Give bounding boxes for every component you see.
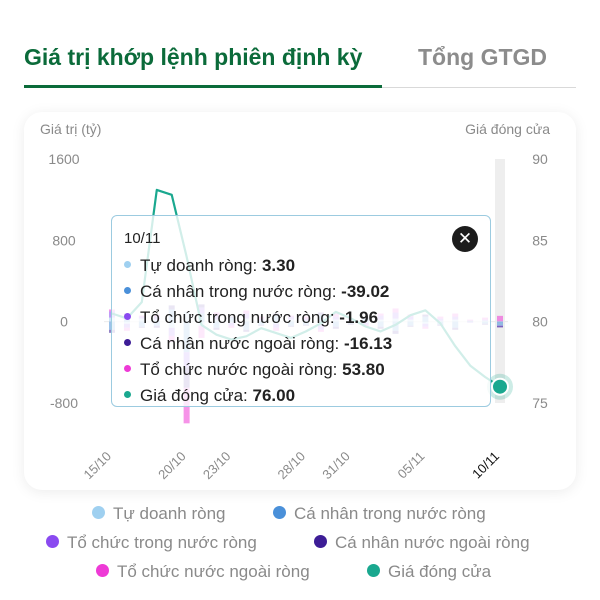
- tooltip-dot: [124, 261, 131, 269]
- legend-item-to-chuc-trong-nuoc[interactable]: Tổ chức trong nước ròng: [46, 533, 257, 553]
- active-tab-indicator: [24, 85, 382, 88]
- legend-label: Tổ chức trong nước ròng: [67, 533, 257, 552]
- x-tick-label: 28/10: [275, 449, 309, 483]
- tooltip-row-ca-nhan-nuoc-ngoai: Cá nhân nước ngoài ròng: -16.13: [124, 334, 392, 354]
- tooltip-value: 3.30: [261, 256, 296, 275]
- tooltip-value: 53.80: [342, 360, 385, 379]
- bar-segment: [497, 325, 503, 328]
- y-tick-label: 800: [52, 232, 76, 248]
- tooltip-label: Giá đóng cửa:: [140, 386, 248, 405]
- tooltip-dot: [124, 365, 131, 373]
- y-tick-label: 1600: [48, 151, 79, 167]
- x-tick-label: 20/10: [155, 449, 189, 483]
- tooltip-row-to-chuc-nuoc-ngoai: Tổ chức nước ngoài ròng: 53.80: [124, 360, 385, 380]
- legend-dot: [46, 535, 59, 549]
- y2-tick-label: 85: [532, 232, 548, 248]
- tooltip-label: Tự doanh ròng:: [140, 256, 258, 275]
- legend-label: Tổ chức nước ngoài ròng: [117, 562, 310, 581]
- legend-dot: [273, 506, 286, 520]
- y2-tick-label: 75: [532, 395, 548, 411]
- legend-item-tu-doanh[interactable]: Tự doanh ròng: [92, 504, 226, 524]
- tab-gia-tri-khop-lenh[interactable]: Giá trị khớp lệnh phiên định kỳ: [24, 44, 363, 70]
- legend-dot: [314, 535, 327, 549]
- y2-tick-label: 90: [532, 151, 548, 167]
- tooltip-label: Cá nhân trong nước ròng:: [140, 282, 337, 301]
- tooltip-row-to-chuc-trong-nuoc: Tổ chức trong nước ròng: -1.96: [124, 308, 378, 328]
- tooltip-row-tu-doanh: Tự doanh ròng: 3.30: [124, 256, 295, 276]
- bar-segment: [497, 321, 503, 326]
- y-tick-label: -800: [50, 395, 78, 411]
- tab-tong-gtgd[interactable]: Tổng GTGD: [418, 44, 548, 70]
- bar-segment: [497, 315, 503, 322]
- tooltip-dot: [124, 339, 131, 347]
- close-icon[interactable]: ✕: [452, 226, 478, 252]
- tooltip-value: 76.00: [252, 386, 296, 405]
- tooltip-dot: [124, 313, 131, 321]
- legend-label: Tự doanh ròng: [113, 504, 226, 523]
- legend-dot: [92, 506, 105, 520]
- x-tick-label: 23/10: [200, 449, 234, 483]
- price-point: [491, 377, 509, 396]
- y-tick-label: 0: [60, 314, 68, 330]
- x-tick-label: 31/10: [319, 449, 353, 483]
- tooltip-value: -16.13: [344, 334, 393, 353]
- tooltip-value: -39.02: [341, 282, 390, 301]
- tooltip-label: Cá nhân nước ngoài ròng:: [140, 334, 340, 353]
- hover-band: [495, 159, 505, 403]
- tooltip-label: Tổ chức trong nước ròng:: [140, 308, 335, 327]
- chart-card: Giá trị (tỷ) Giá đóng cửa 1600 800 0 -800 90…: [24, 112, 576, 490]
- x-tick-label: 10/11: [469, 449, 502, 482]
- legend-label: Cá nhân trong nước ròng: [294, 504, 486, 523]
- chart-tooltip: 10/11 ✕ Tự doanh ròng: 3.30 Cá nhân tron…: [111, 215, 491, 407]
- legend-label: Giá đóng cửa: [388, 562, 492, 581]
- tooltip-dot: [124, 391, 131, 399]
- legend-item-gia-dong-cua[interactable]: Giá đóng cửa: [367, 562, 491, 582]
- tooltip-dot: [124, 287, 131, 295]
- tab-bar: Giá trị khớp lệnh phiên định kỳ Tổng GTG…: [24, 40, 576, 90]
- legend-dot: [96, 564, 109, 578]
- legend-dot: [367, 564, 380, 578]
- tooltip-row-gia-dong-cua: Giá đóng cửa: 76.00: [124, 386, 295, 406]
- tooltip-date: 10/11: [124, 230, 161, 247]
- legend-item-to-chuc-nuoc-ngoai[interactable]: Tổ chức nước ngoài ròng: [96, 562, 310, 582]
- x-axis-ticks: 15/10 20/10 23/10 28/10 31/10 05/11 10/11: [81, 449, 503, 483]
- legend-label: Cá nhân nước ngoài ròng: [335, 533, 530, 552]
- x-tick-label: 05/11: [395, 449, 428, 482]
- tooltip-row-ca-nhan-trong-nuoc: Cá nhân trong nước ròng: -39.02: [124, 282, 389, 302]
- axis-ticks: 1600 800 0 -800 90 85 80 75: [48, 151, 548, 411]
- tooltip-value: -1.96: [339, 308, 379, 327]
- legend-item-ca-nhan-nuoc-ngoai[interactable]: Cá nhân nước ngoài ròng: [314, 533, 530, 553]
- left-axis-title: Giá trị (tỷ): [40, 121, 101, 137]
- right-axis-title: Giá đóng cửa: [465, 121, 550, 137]
- x-tick-label: 15/10: [81, 449, 115, 483]
- tooltip-label: Tổ chức nước ngoài ròng:: [140, 360, 338, 379]
- legend-item-ca-nhan-trong-nuoc[interactable]: Cá nhân trong nước ròng: [273, 504, 486, 524]
- y2-tick-label: 80: [532, 314, 548, 330]
